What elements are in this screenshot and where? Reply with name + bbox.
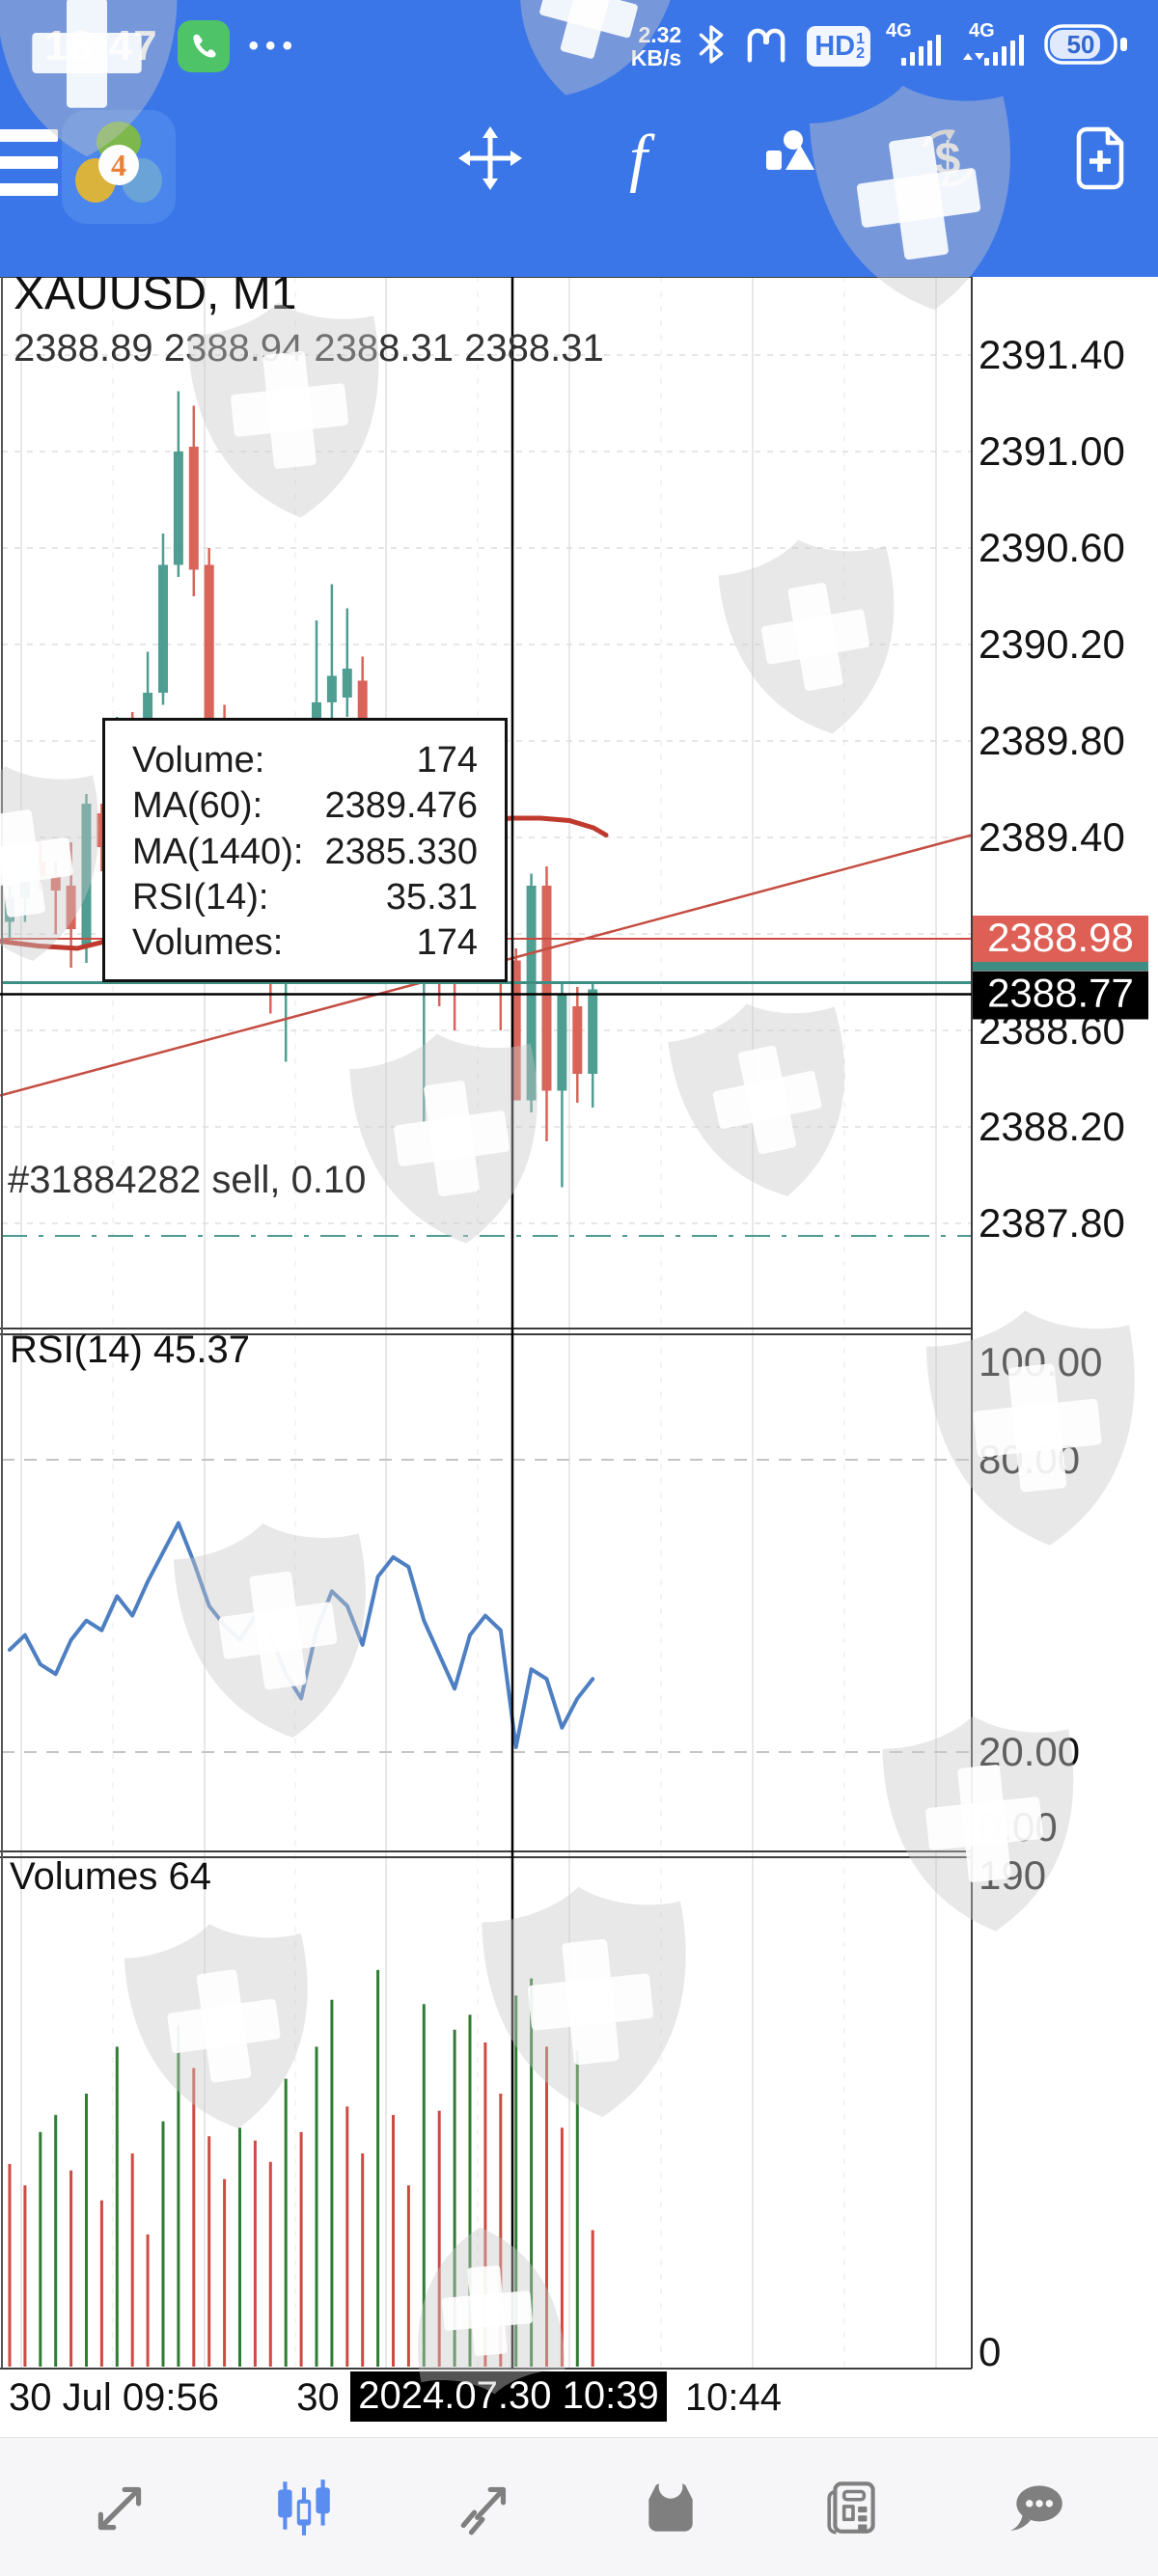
ask-price-badge: 2388.98 <box>987 915 1134 960</box>
nav-charts[interactable] <box>261 2464 347 2551</box>
indicator-lines <box>0 815 1148 1237</box>
data-window-tooltip: Volume: 174 MA(60): 2389.476 MA(1440): 2385.3… <box>102 718 508 982</box>
tooltip-row: MA(1440): 2385.330 <box>132 831 478 872</box>
svg-text:100.00: 100.00 <box>979 1339 1102 1384</box>
ohlc-values: 2388.89 2388.94 2388.31 2388.31 <box>14 327 604 370</box>
status-more-icon: ••• <box>248 30 300 62</box>
nav-news[interactable] <box>811 2464 897 2551</box>
nav-messages[interactable] <box>994 2464 1081 2551</box>
objects-icon[interactable] <box>758 122 832 195</box>
rsi-line <box>8 1521 595 1749</box>
price-axis: 2391.40 2391.00 2390.60 2390.20 2389.80 2389.… <box>973 332 1148 2374</box>
new-order-icon[interactable] <box>1063 122 1137 195</box>
svg-text:2391.00: 2391.00 <box>979 428 1125 474</box>
bottom-nav <box>0 2437 1158 2576</box>
nav-history[interactable] <box>627 2464 714 2551</box>
tooltip-row: Volume: 174 <box>132 740 478 781</box>
header: 18:47 ••• 2.32 KB/s <box>0 0 1158 277</box>
phone-call-icon <box>177 20 230 72</box>
network-speed: 2.32 KB/s <box>630 22 682 70</box>
crosshair <box>0 277 972 2369</box>
panel-borders <box>0 276 973 2370</box>
svg-text:10:44: 10:44 <box>685 2376 782 2419</box>
svg-text:2388.20: 2388.20 <box>979 1104 1125 1149</box>
svg-text:4G: 4G <box>886 21 912 41</box>
status-time: 18:47 <box>44 22 158 69</box>
svg-text:2389.80: 2389.80 <box>979 718 1125 763</box>
nav-quotes[interactable] <box>77 2464 164 2551</box>
toolbar: 4 f <box>0 93 1158 277</box>
svg-text:f: f <box>629 123 655 193</box>
battery-icon: 50 <box>1044 22 1129 71</box>
svg-text:2391.40: 2391.40 <box>979 332 1125 377</box>
svg-text:0.00: 0.00 <box>979 1804 1058 1850</box>
tooltip-row: MA(60): 2389.476 <box>132 785 478 827</box>
exchange-symbol-icon[interactable]: $ <box>911 122 984 195</box>
svg-text:30 Jul 09:56: 30 Jul 09:56 <box>9 2376 219 2419</box>
sim2-signal-icon: 4G <box>961 20 1029 72</box>
crosshair-price-badge: 2388.77 <box>987 971 1134 1016</box>
svg-text:2389.40: 2389.40 <box>979 814 1125 860</box>
svg-text:0: 0 <box>979 2329 1001 2374</box>
bluetooth-icon <box>697 22 726 71</box>
open-position-label: #31884282 sell, 0.10 <box>8 1159 366 1201</box>
svg-text:20.00: 20.00 <box>979 1729 1080 1774</box>
svg-text:50: 50 <box>1067 30 1095 59</box>
app-logo[interactable]: 4 <box>62 110 176 229</box>
earbuds-icon <box>741 22 791 71</box>
svg-text:4G: 4G <box>969 21 995 41</box>
sim1-signal-icon: 4G <box>886 20 946 72</box>
gridlines <box>2 277 972 2369</box>
tooltip-row: Volumes: 174 <box>132 922 478 963</box>
svg-text:2387.80: 2387.80 <box>979 1200 1125 1246</box>
svg-text:$: $ <box>935 134 961 185</box>
svg-text:2390.60: 2390.60 <box>979 525 1125 570</box>
crosshair-time-badge: 2024.07.30 10:39 <box>358 2374 658 2417</box>
svg-text:190: 190 <box>979 1852 1046 1898</box>
volumes-panel-label: Volumes 64 <box>10 1855 211 1898</box>
nav-trade[interactable] <box>444 2464 531 2551</box>
crosshair-move-icon[interactable] <box>454 122 527 195</box>
svg-text:4: 4 <box>111 148 126 182</box>
menu-icon[interactable] <box>0 129 58 196</box>
tooltip-row: RSI(14): 35.31 <box>132 876 478 918</box>
rsi-panel-label: RSI(14) 45.37 <box>10 1329 250 1371</box>
status-bar: 18:47 ••• 2.32 KB/s <box>0 0 1158 93</box>
svg-text:80.00: 80.00 <box>979 1437 1080 1482</box>
svg-text:2390.20: 2390.20 <box>979 621 1125 667</box>
volume-bars <box>8 1969 594 2367</box>
function-indicators-icon[interactable]: f <box>606 122 679 195</box>
